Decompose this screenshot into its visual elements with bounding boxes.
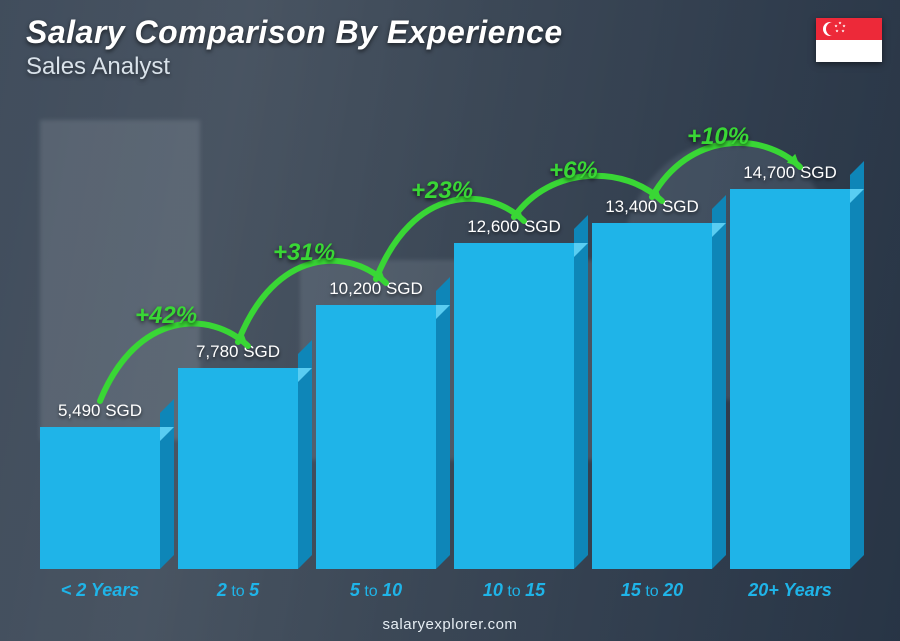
bar-column: 13,400 SGD <box>592 197 712 569</box>
bar-value-label: 10,200 SGD <box>329 279 423 299</box>
bar-side-face <box>850 161 864 569</box>
page-subtitle: Sales Analyst <box>26 53 874 81</box>
footer-attribution: salaryexplorer.com <box>0 616 900 633</box>
infographic-stage: Salary Comparison By Experience Sales An… <box>0 0 900 641</box>
x-label-pre: 5 <box>350 580 360 600</box>
x-label-post: Years <box>91 580 139 600</box>
flag-icon <box>816 18 882 62</box>
x-axis-label: 5 to 10 <box>316 580 436 601</box>
bar-value-label: 5,490 SGD <box>58 401 142 421</box>
bar <box>316 305 436 569</box>
bar-side-face <box>712 195 726 569</box>
bar-value-label: 13,400 SGD <box>605 197 699 217</box>
bar-column: 5,490 SGD <box>40 401 160 569</box>
bar-front-face <box>40 427 160 569</box>
x-axis: < 2 Years2 to 55 to 1010 to 1515 to 2020… <box>40 580 850 601</box>
header: Salary Comparison By Experience Sales An… <box>26 14 874 81</box>
bar-front-face <box>592 223 712 569</box>
page-title: Salary Comparison By Experience <box>26 14 874 51</box>
bars-container: 5,490 SGD 7,780 SGD 10,200 SGD 12,600 SGD 13… <box>40 120 850 569</box>
x-label-pre: 20+ <box>748 580 779 600</box>
x-label-mid: to <box>641 583 663 600</box>
bar-value-label: 14,700 SGD <box>743 163 837 183</box>
bar-column: 10,200 SGD <box>316 279 436 569</box>
x-label-mid: to <box>503 583 525 600</box>
bar <box>40 427 160 569</box>
x-label-post: Years <box>783 580 831 600</box>
x-axis-label: 2 to 5 <box>178 580 298 601</box>
x-label-pre: 2 <box>217 580 227 600</box>
bar <box>592 223 712 569</box>
bar-side-face <box>436 277 450 569</box>
x-axis-label: 15 to 20 <box>592 580 712 601</box>
bar-front-face <box>178 368 298 569</box>
x-label-pre: 15 <box>621 580 641 600</box>
bar-value-label: 12,600 SGD <box>467 217 561 237</box>
x-label-post: 15 <box>525 580 545 600</box>
bar-chart: 5,490 SGD 7,780 SGD 10,200 SGD 12,600 SGD 13… <box>40 120 850 569</box>
x-axis-label: 10 to 15 <box>454 580 574 601</box>
x-label-post: 20 <box>663 580 683 600</box>
x-axis-label: < 2 Years <box>40 580 160 601</box>
bar <box>730 189 850 569</box>
bar-column: 7,780 SGD <box>178 342 298 569</box>
x-axis-label: 20+ Years <box>730 580 850 601</box>
bar-column: 12,600 SGD <box>454 217 574 569</box>
bar-front-face <box>454 243 574 569</box>
x-label-mid: to <box>360 583 382 600</box>
bar-front-face <box>730 189 850 569</box>
bar-value-label: 7,780 SGD <box>196 342 280 362</box>
x-label-pre: 10 <box>483 580 503 600</box>
bar <box>454 243 574 569</box>
x-label-post: 10 <box>382 580 402 600</box>
x-label-mid: to <box>227 583 249 600</box>
bar-front-face <box>316 305 436 569</box>
bar <box>178 368 298 569</box>
x-label-post: 5 <box>249 580 259 600</box>
bar-side-face <box>160 399 174 569</box>
x-label-pre: < 2 <box>61 580 87 600</box>
bar-side-face <box>574 215 588 569</box>
bar-column: 14,700 SGD <box>730 163 850 569</box>
